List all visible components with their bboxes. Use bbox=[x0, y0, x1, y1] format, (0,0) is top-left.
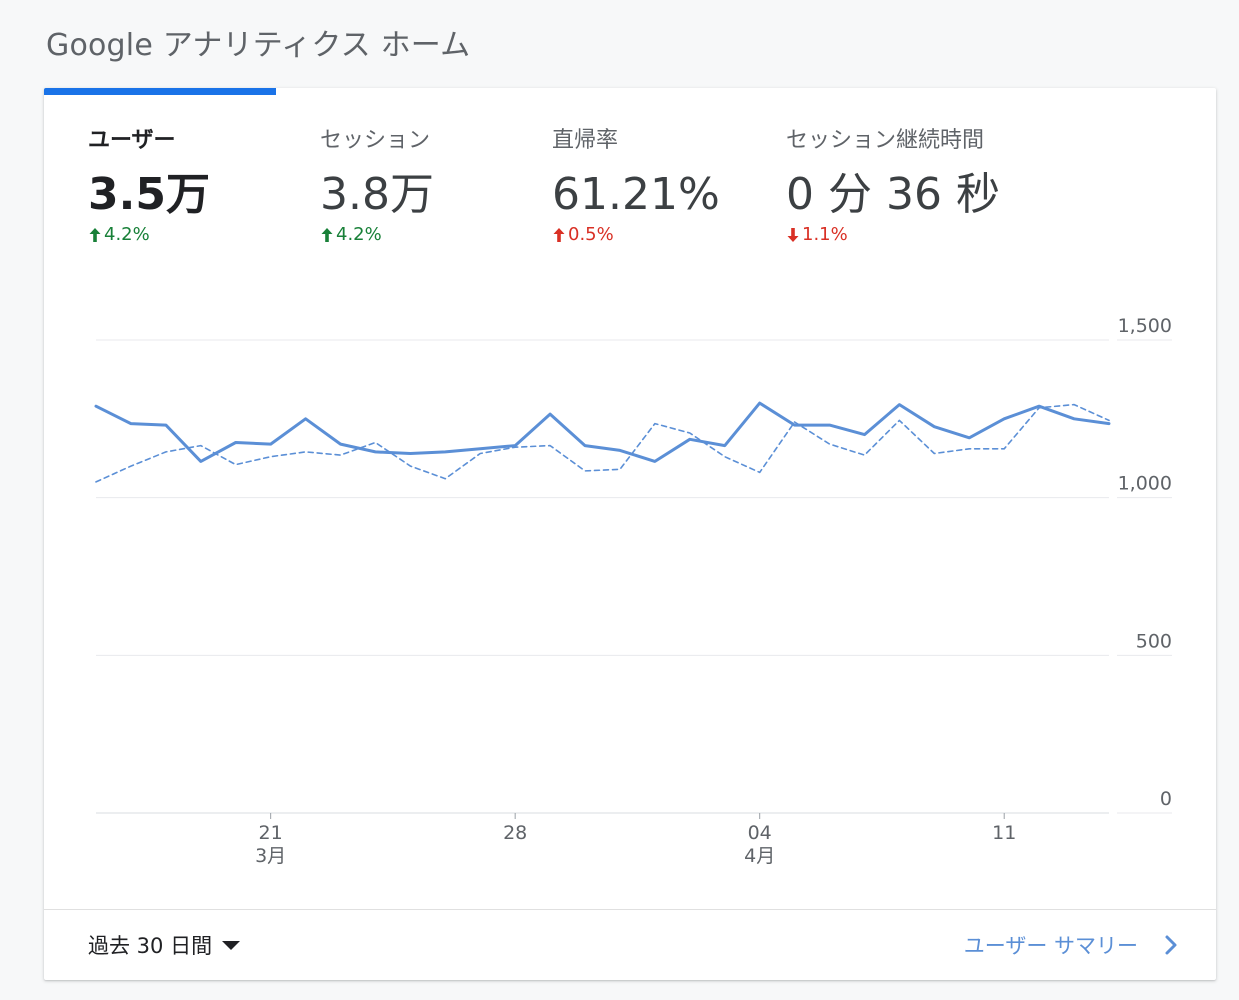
arrow-up-icon bbox=[552, 227, 566, 243]
page-title: Google アナリティクス ホーム bbox=[46, 28, 471, 63]
current-series-line bbox=[94, 401, 1111, 463]
metric-change: 4.2% bbox=[88, 224, 210, 245]
arrow-down-icon bbox=[786, 227, 800, 243]
metric-tab-sessions[interactable]: セッション 3.8万 4.2% bbox=[320, 122, 434, 245]
metric-change-value: 4.2% bbox=[336, 224, 382, 246]
metric-change: 4.2% bbox=[320, 224, 434, 245]
analytics-card: ユーザー 3.5万 4.2% セッション 3.8万 4.2% 直帰率 61.21… bbox=[44, 88, 1216, 980]
caret-down-icon bbox=[222, 940, 241, 950]
metric-change-value: 1.1% bbox=[802, 224, 848, 246]
metric-label: ユーザー bbox=[88, 128, 176, 153]
metric-change: 1.1% bbox=[786, 224, 1000, 245]
metric-tab-bounce-rate[interactable]: 直帰率 61.21% 0.5% bbox=[552, 122, 720, 245]
active-tab-indicator bbox=[44, 88, 276, 95]
y-tick-label: 0 bbox=[1160, 788, 1172, 810]
x-tick-label: 21 bbox=[259, 822, 283, 844]
metric-label: セッション継続時間 bbox=[786, 128, 985, 153]
chevron-right-icon bbox=[1164, 934, 1178, 956]
user-summary-label: ユーザー サマリー bbox=[963, 934, 1138, 958]
card-footer: 過去 30 日間 ユーザー サマリー bbox=[44, 909, 1216, 980]
metric-change: 0.5% bbox=[552, 224, 720, 245]
date-range-dropdown[interactable]: 過去 30 日間 bbox=[88, 930, 241, 960]
x-tick-label: 04 bbox=[748, 822, 772, 844]
comparison-series-line bbox=[95, 403, 1110, 483]
metric-value: 0 分 36 秒 bbox=[786, 169, 1000, 220]
arrow-up-icon bbox=[88, 227, 102, 243]
x-tick-label: 28 bbox=[503, 822, 527, 844]
y-tick-label: 500 bbox=[1136, 630, 1172, 652]
metric-label: セッション bbox=[320, 128, 431, 153]
x-tick-month-label: 4月 bbox=[744, 845, 775, 867]
metric-tab-users[interactable]: ユーザー 3.5万 4.2% bbox=[88, 122, 210, 245]
y-tick-label: 1,500 bbox=[1118, 315, 1172, 337]
metric-value: 3.8万 bbox=[320, 169, 434, 220]
metric-label: 直帰率 bbox=[552, 128, 619, 153]
x-tick-month-label: 3月 bbox=[255, 845, 286, 867]
y-tick-label: 1,000 bbox=[1118, 473, 1172, 495]
metric-change-value: 0.5% bbox=[568, 224, 614, 246]
metric-change-value: 4.2% bbox=[104, 224, 150, 246]
metric-value: 3.5万 bbox=[88, 169, 210, 220]
metric-tab-session-duration[interactable]: セッション継続時間 0 分 36 秒 1.1% bbox=[786, 122, 1000, 245]
user-summary-link[interactable]: ユーザー サマリー bbox=[964, 930, 1178, 960]
date-range-label: 過去 30 日間 bbox=[88, 934, 213, 958]
arrow-up-icon bbox=[320, 227, 334, 243]
x-tick-label: 11 bbox=[992, 822, 1016, 844]
metric-value: 61.21% bbox=[552, 169, 720, 220]
